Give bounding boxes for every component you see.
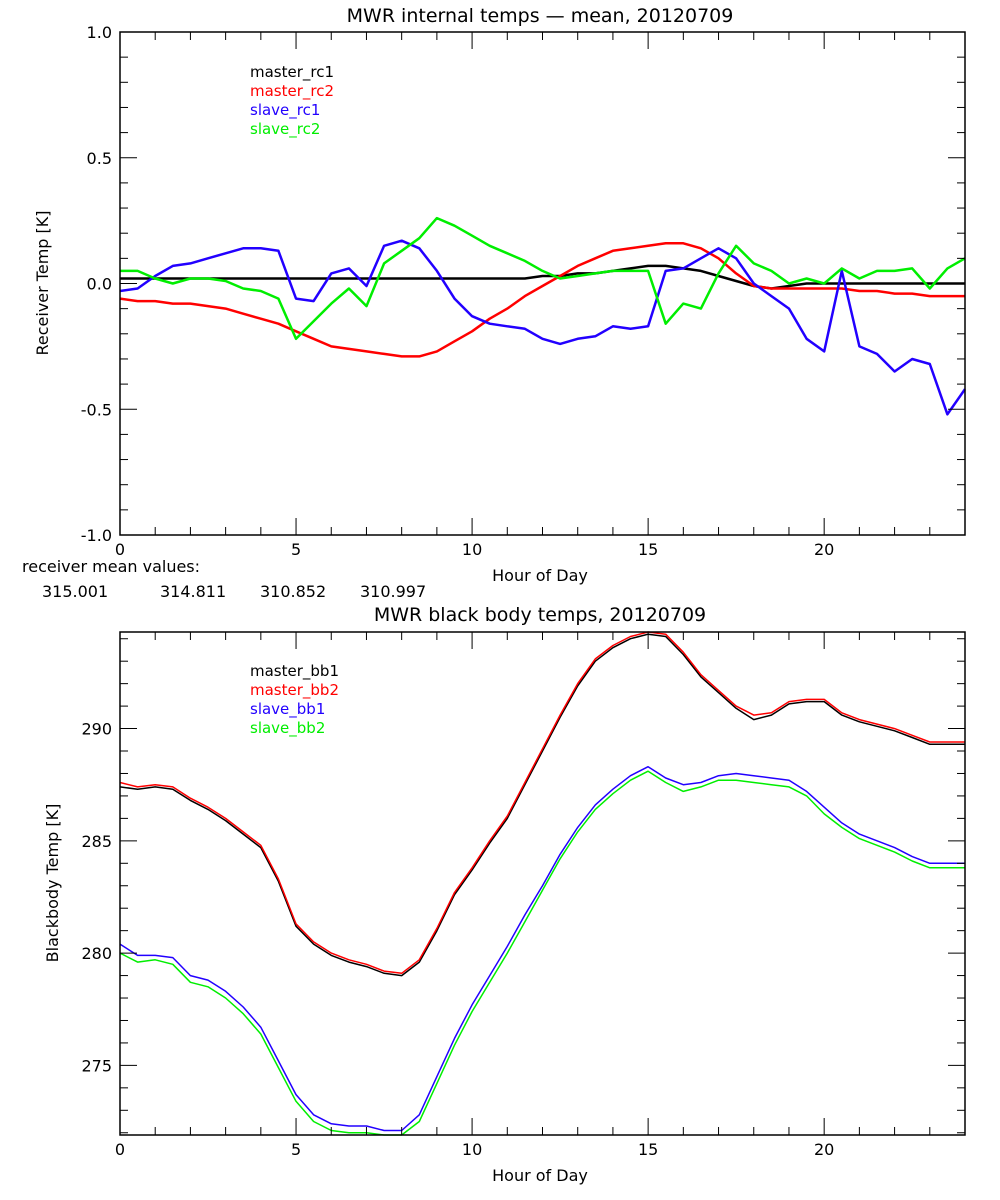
x-tick-label: 0 — [115, 1140, 125, 1159]
series-line-slave-bb1 — [119, 765, 965, 1132]
y-tick-label: 280 — [81, 944, 112, 963]
y-tick-label: -0.5 — [81, 400, 112, 419]
series-line-slave-rc1 — [119, 239, 967, 416]
top-ticks: 0 5 10 15 20 -1.0 -0.5 0.0 0.5 1.0 — [81, 23, 966, 559]
x-tick-label: 10 — [462, 1140, 482, 1159]
legend-item-slave-bb1: slave_bb1 — [250, 700, 325, 719]
y-tick-label: 0.5 — [87, 149, 112, 168]
blackbody-temp-chart: MWR black body temps, 20120709 0 5 10 15 20 2… — [43, 604, 966, 1185]
series-line-master-rc2 — [119, 242, 965, 358]
x-tick-label: 20 — [814, 1140, 834, 1159]
annotation-value: 310.997 — [360, 582, 426, 601]
x-tick-label: 15 — [638, 1140, 658, 1159]
annotation-values: 315.001 314.811 310.852 310.997 — [42, 582, 426, 601]
top-y-axis-label: Receiver Temp [K] — [33, 210, 52, 355]
legend-item-master-bb2: master_bb2 — [250, 681, 339, 700]
series-line-master-bb1 — [119, 633, 965, 977]
x-tick-label: 10 — [462, 540, 482, 559]
annotation-value: 314.811 — [160, 582, 226, 601]
x-tick-label: 20 — [814, 540, 834, 559]
legend-item-slave-rc1: slave_rc1 — [250, 101, 320, 120]
y-tick-label: 0.0 — [87, 275, 112, 294]
annotation-value: 315.001 — [42, 582, 108, 601]
series-line-master-bb2 — [119, 631, 965, 975]
y-tick-label: -1.0 — [81, 526, 112, 545]
series-line-slave-rc2 — [120, 216, 966, 341]
bottom-y-axis-label: Blackbody Temp [K] — [43, 804, 62, 963]
bottom-x-axis-label: Hour of Day — [492, 1166, 588, 1185]
y-tick-label: 1.0 — [87, 23, 112, 42]
legend-item-slave-bb2: slave_bb2 — [250, 719, 325, 738]
top-x-axis-label: Hour of Day — [492, 566, 588, 585]
bottom-chart-title: MWR black body temps, 20120709 — [374, 604, 706, 626]
legend-item-master-rc1: master_rc1 — [250, 63, 334, 82]
x-tick-label: 15 — [638, 540, 658, 559]
series-line-slave-bb2 — [119, 770, 965, 1136]
x-tick-label: 5 — [291, 1140, 301, 1159]
x-tick-label: 5 — [291, 540, 301, 559]
y-tick-label: 275 — [81, 1056, 112, 1075]
legend-item-slave-rc2: slave_rc2 — [250, 120, 320, 139]
y-tick-label: 285 — [81, 832, 112, 851]
bottom-plot-frame — [119, 631, 966, 1136]
top-series-group — [119, 216, 967, 416]
legend-item-master-rc2: master_rc2 — [250, 82, 334, 101]
bottom-series-group — [119, 631, 965, 1136]
y-tick-label: 290 — [81, 720, 112, 739]
x-tick-label: 0 — [115, 540, 125, 559]
legend-item-master-bb1: master_bb1 — [250, 662, 339, 681]
bottom-ticks: 0 5 10 15 20 275 280 285 290 — [81, 632, 966, 1159]
top-chart-title: MWR internal temps — mean, 20120709 — [347, 5, 734, 27]
annotation-value: 310.852 — [260, 582, 326, 601]
receiver-temp-chart: MWR internal temps — mean, 20120709 0 5 10… — [22, 5, 967, 601]
annotation-label: receiver mean values: — [22, 557, 200, 576]
